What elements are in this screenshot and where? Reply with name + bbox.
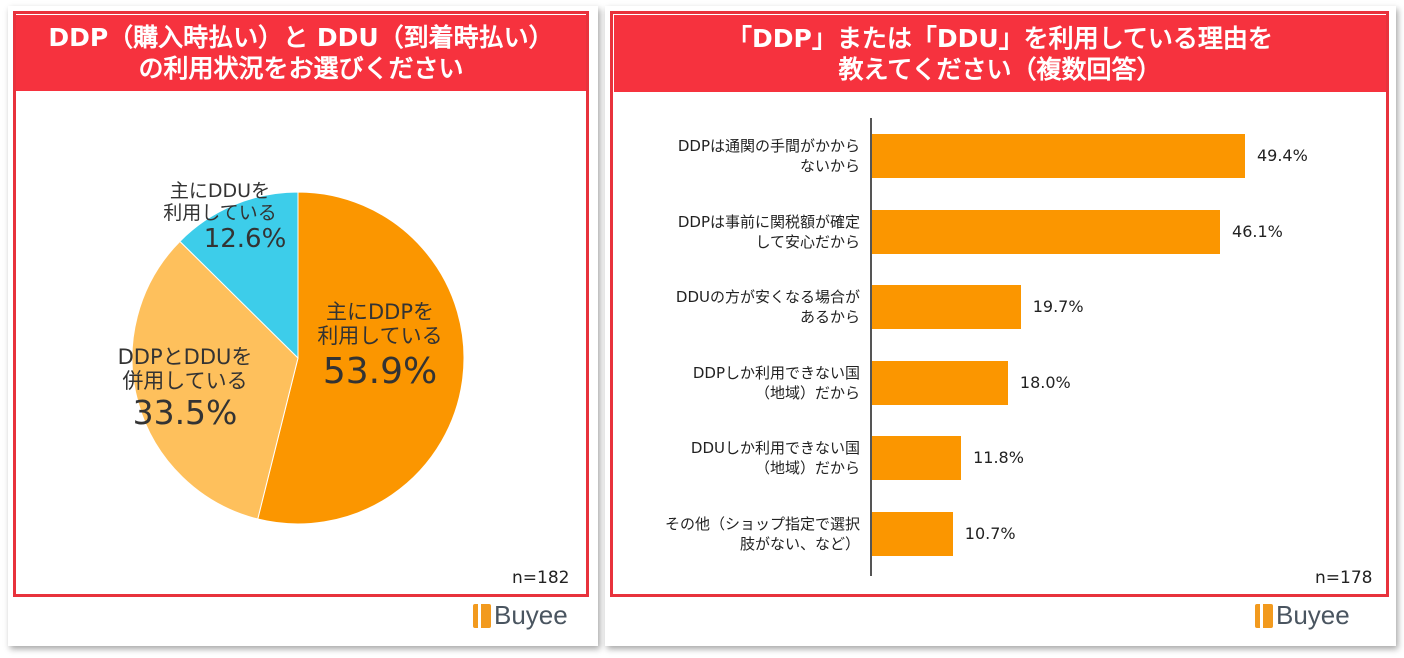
logo-text: Buyee	[494, 600, 568, 630]
pie-chart	[131, 191, 465, 525]
label-line: 利用している	[163, 202, 277, 224]
bar-value-label: 10.7%	[964, 523, 1016, 543]
logo-icon	[473, 603, 491, 628]
bar	[872, 285, 1021, 329]
pie-value: 53.9%	[322, 351, 438, 392]
title-line: 教えてください（複数回答）	[838, 54, 1162, 84]
category-line: その他（ショップ指定で選択	[664, 514, 860, 533]
logo-text: Buyee	[1276, 600, 1350, 630]
bar	[872, 436, 962, 480]
category-line: あるから	[799, 308, 860, 326]
category-label: DDPは通関の手間がかからないから	[620, 136, 860, 176]
bar-value-label: 49.4%	[1256, 146, 1308, 165]
bar	[872, 511, 953, 556]
category-label: DDUしか利用できない国 （地域）だから	[620, 438, 860, 478]
label-line: 利用している	[317, 324, 443, 348]
label-line: 主にDDUを	[169, 180, 271, 202]
category-label: DDUの方が安くなる場合があるから	[620, 287, 860, 327]
pie-label-ddu: 主にDDUを 利用している 12.6%	[150, 180, 290, 254]
category-label: DDPしか利用できない国 （地域）だから	[620, 363, 860, 403]
pie-value: 33.5%	[132, 393, 238, 432]
sample-size: n=178	[1315, 568, 1373, 588]
pie-value: 12.6%	[203, 224, 287, 254]
bar-value-label: 46.1%	[1232, 221, 1283, 241]
title-line: DDP（購入時払い）と DDU（到着時払い）	[48, 23, 554, 52]
title-line: の利用状況をお選びください	[138, 54, 464, 83]
pie-label-both: DDPとDDUを 併用している 33.5%	[100, 345, 270, 433]
category-line: DDPは通関の手間がかから	[677, 137, 860, 155]
right-frame	[610, 11, 1389, 597]
category-line: DDPは事前に関税額が確定	[677, 212, 860, 231]
sample-size: n=182	[512, 568, 570, 588]
category-label: その他（ショップ指定で選択 肢がない、など）	[620, 514, 860, 554]
bar	[872, 360, 1008, 405]
y-axis	[870, 118, 872, 576]
label-line: DDPとDDUを	[117, 345, 253, 369]
title-line: 「DDP」または「DDU」を利用している理由を	[727, 23, 1273, 53]
left-title: DDP（購入時払い）と DDU（到着時払い） の利用状況をお選びください	[16, 15, 586, 91]
category-line: ないから	[799, 157, 860, 175]
logo-icon	[1255, 603, 1273, 628]
pie-slice-1	[131, 240, 299, 520]
bar-value-label: 18.0%	[1019, 372, 1071, 392]
pie-slice-2	[179, 191, 299, 360]
category-line: DDPしか利用できない国	[692, 363, 860, 382]
category-line: して安心だから	[755, 232, 860, 251]
buyee-logo: Buyee	[473, 600, 568, 631]
bar	[872, 209, 1221, 254]
category-line: DDUしか利用できない国	[690, 439, 860, 457]
right-title: 「DDP」または「DDU」を利用している理由を 教えてください（複数回答）	[614, 15, 1386, 92]
category-line: （地域）だから	[754, 459, 860, 477]
bar-value-label: 11.8%	[973, 448, 1024, 467]
pie-label-ddp: 主にDDPを 利用している 53.9%	[300, 300, 460, 396]
buyee-logo: Buyee	[1255, 600, 1350, 631]
category-label: DDPは事前に関税額が確定 して安心だから	[620, 212, 860, 252]
bar-value-label: 19.7%	[1032, 297, 1084, 316]
label-line: 主にDDPを	[325, 300, 434, 324]
category-line: 肢がない、など）	[739, 534, 860, 553]
label-line: 併用している	[122, 369, 248, 393]
bar	[872, 134, 1245, 178]
category-line: DDUの方が安くなる場合が	[675, 288, 860, 306]
left-frame	[13, 11, 589, 597]
pie-slice-0	[257, 191, 465, 525]
category-line: （地域）だから	[754, 383, 860, 402]
